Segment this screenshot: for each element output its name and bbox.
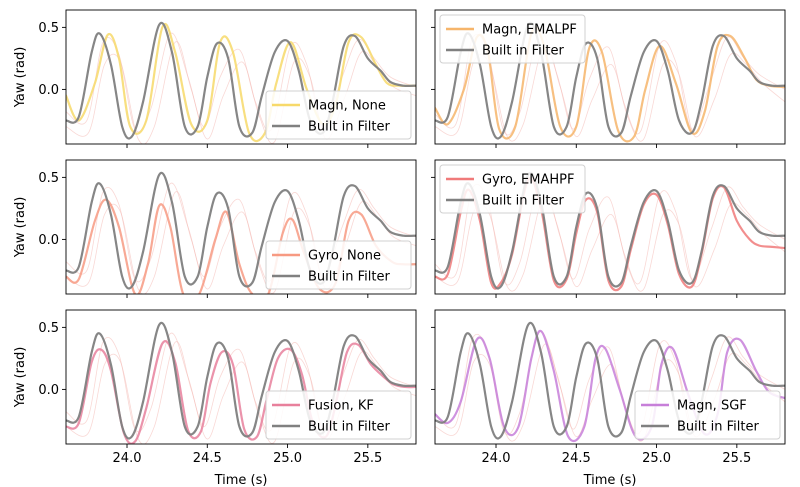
legend: Magn, SGF Built in Filter: [634, 390, 781, 440]
y-tick-label: 0.0: [38, 83, 59, 98]
legend: Magn, EMALPF Built in Filter: [439, 14, 586, 64]
axes-frame: [65, 309, 417, 445]
axes-frame: [434, 9, 786, 145]
subplot-middle-right: Gyro, EMAHPF Built in Filter: [431, 159, 786, 298]
legend-label: Built in Filter: [308, 270, 390, 285]
legend-label: Gyro, EMAHPF: [482, 173, 574, 188]
y-axis-label: Yaw (rad): [13, 197, 28, 259]
x-tick-label: 25.5: [722, 451, 751, 466]
y-tick-label: 0.0: [38, 383, 59, 398]
filter-series-line: [66, 198, 416, 294]
x-axis-label: Time (s): [583, 473, 637, 487]
builtin-filter-series-line: [66, 321, 416, 440]
filter-series-line: [66, 23, 416, 143]
legend-label: Built in Filter: [482, 194, 564, 209]
x-tick-label: 24.5: [193, 451, 222, 466]
filter-series-line: [435, 329, 785, 443]
builtin-filter-series-line: [66, 21, 416, 140]
subplot-bottom-left: 0.0 0.5 24.0 24.5 25.0 25.5 Yaw (rad) Time (s) F…: [13, 309, 417, 487]
filter-series-line: [435, 26, 785, 143]
axes-frame: [434, 309, 786, 445]
builtin-filter-series-line: [66, 171, 416, 290]
y-axis-label: Yaw (rad): [13, 47, 28, 109]
x-axis-label: Time (s): [214, 473, 268, 487]
plot-area: [435, 321, 785, 443]
legend-label: Magn, EMALPF: [482, 23, 577, 38]
plot-area: [435, 21, 785, 143]
reference-trace-1: [435, 43, 785, 142]
legend-label: Fusion, KF: [308, 399, 374, 414]
legend: Fusion, KF Built in Filter: [265, 390, 412, 440]
reference-trace-0: [435, 181, 785, 286]
legend-box: [439, 14, 586, 64]
x-tick-label: 25.5: [353, 451, 382, 466]
legend-label: Built in Filter: [308, 120, 390, 135]
legend-label: Magn, None: [308, 99, 386, 114]
x-tick-label: 24.0: [113, 451, 142, 466]
reference-trace-1: [66, 341, 416, 444]
legend: Magn, None Built in Filter: [265, 90, 412, 140]
legend-label: Magn, SGF: [677, 399, 747, 414]
legend: Gyro, None Built in Filter: [265, 240, 412, 290]
x-tick-label: 24.5: [562, 451, 591, 466]
y-tick-label: 0.5: [38, 171, 59, 186]
legend-label: Built in Filter: [482, 44, 564, 59]
x-tick-label: 25.0: [273, 451, 302, 466]
legend: Gyro, EMAHPF Built in Filter: [439, 164, 586, 214]
legend-box: [265, 90, 412, 140]
legend-label: Gyro, None: [308, 249, 381, 264]
reference-trace-1: [66, 191, 416, 294]
plot-area: [66, 321, 416, 444]
subplot-top-left: 0.0 0.5 Yaw (rad) Magn, None Built in Filter: [13, 9, 417, 148]
reference-trace-1: [66, 41, 416, 144]
x-tick-label: 24.0: [482, 451, 511, 466]
legend-box: [265, 390, 412, 440]
y-tick-label: 0.5: [38, 21, 59, 36]
legend-box: [439, 164, 586, 214]
builtin-filter-series-line: [435, 171, 785, 290]
axes-frame: [65, 159, 417, 295]
reference-trace-1: [435, 193, 785, 292]
y-axis-label: Yaw (rad): [13, 347, 28, 409]
legend-box: [265, 240, 412, 290]
y-tick-label: 0.0: [38, 233, 59, 248]
legend-label: Built in Filter: [677, 420, 759, 435]
y-tick-label: 0.5: [38, 321, 59, 336]
plot-area: [66, 21, 416, 144]
plot-area: [435, 171, 785, 292]
plot-area: [66, 171, 416, 294]
subplot-bottom-right: 24.0 24.5 25.0 25.5 Time (s) Magn, SGF Built i…: [431, 309, 786, 487]
axes-frame: [65, 9, 417, 145]
subplot-middle-left: 0.0 0.5 Yaw (rad) Gyro, None Built in Filter: [13, 159, 417, 298]
builtin-filter-series-line: [435, 321, 785, 440]
x-tick-label: 25.0: [642, 451, 671, 466]
legend-box: [634, 390, 781, 440]
subplot-top-right: Magn, EMALPF Built in Filter: [431, 9, 786, 148]
axes-frame: [434, 159, 786, 295]
builtin-filter-series-line: [435, 21, 785, 140]
legend-label: Built in Filter: [308, 420, 390, 435]
